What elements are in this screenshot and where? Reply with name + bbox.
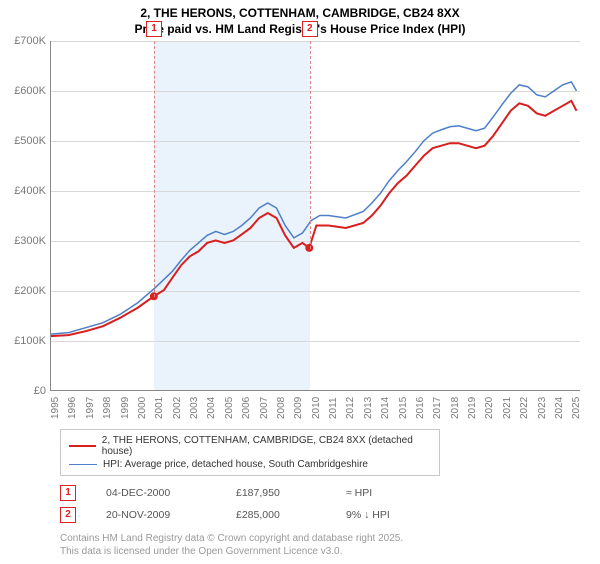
x-tick-label: 2021 [502, 397, 513, 419]
x-tick-label: 2004 [206, 397, 217, 419]
y-tick-label: £600K [14, 85, 46, 97]
y-tick-label: £200K [14, 285, 46, 297]
transaction-vs-hpi: 9% ↓ HPI [346, 509, 390, 521]
sale-marker-connector [154, 41, 155, 297]
x-tick-label: 1995 [50, 397, 61, 419]
line-layer [51, 41, 580, 390]
x-tick-label: 1998 [102, 397, 113, 419]
transaction-row: 2 20-NOV-2009 £285,000 9% ↓ HPI [60, 504, 580, 526]
sale-marker-label: 1 [146, 21, 162, 37]
x-tick-label: 1999 [120, 397, 131, 419]
x-tick-label: 2013 [363, 397, 374, 419]
transaction-price: £187,950 [236, 487, 316, 499]
chart-area: £0£100K£200K£300K£400K£500K£600K£700K 12… [10, 41, 590, 421]
title-line-1: 2, THE HERONS, COTTENHAM, CAMBRIDGE, CB2… [140, 6, 459, 20]
y-tick-label: £0 [34, 385, 46, 397]
legend-swatch [69, 464, 97, 465]
x-tick-label: 2000 [137, 397, 148, 419]
x-tick-label: 2006 [241, 397, 252, 419]
transaction-date: 04-DEC-2000 [106, 487, 206, 499]
x-tick-label: 2022 [519, 397, 530, 419]
footer-attribution: Contains HM Land Registry data © Crown c… [60, 532, 580, 558]
chart-title: 2, THE HERONS, COTTENHAM, CAMBRIDGE, CB2… [10, 6, 590, 37]
plot-region: 12 [50, 41, 580, 391]
sale-marker-connector [310, 41, 311, 249]
x-tick-label: 2003 [189, 397, 200, 419]
x-tick-label: 2005 [224, 397, 235, 419]
x-tick-label: 1997 [85, 397, 96, 419]
transaction-price: £285,000 [236, 509, 316, 521]
x-tick-label: 2012 [345, 397, 356, 419]
x-tick-label: 2011 [328, 398, 339, 420]
y-axis: £0£100K£200K£300K£400K£500K£600K£700K [10, 41, 50, 421]
footer-line-2: This data is licensed under the Open Gov… [60, 546, 342, 557]
x-tick-label: 1996 [67, 397, 78, 419]
y-tick-label: £300K [14, 235, 46, 247]
legend-item: HPI: Average price, detached house, Sout… [69, 458, 431, 471]
series-hpi [51, 82, 577, 334]
transaction-vs-hpi: ≈ HPI [346, 487, 372, 499]
chart-container: 2, THE HERONS, COTTENHAM, CAMBRIDGE, CB2… [0, 0, 600, 564]
x-tick-label: 2010 [311, 397, 322, 419]
legend-item: 2, THE HERONS, COTTENHAM, CAMBRIDGE, CB2… [69, 434, 431, 458]
sale-marker-label: 2 [302, 21, 318, 37]
transaction-date: 20-NOV-2009 [106, 509, 206, 521]
footer-line-1: Contains HM Land Registry data © Crown c… [60, 533, 403, 544]
x-tick-label: 2009 [293, 397, 304, 419]
x-tick-label: 2007 [259, 397, 270, 419]
title-line-2: Price paid vs. HM Land Registry's House … [135, 22, 466, 36]
x-tick-label: 2017 [432, 397, 443, 419]
x-tick-label: 2015 [398, 397, 409, 419]
transaction-row: 1 04-DEC-2000 £187,950 ≈ HPI [60, 482, 580, 504]
x-tick-label: 2024 [554, 397, 565, 419]
y-tick-label: £500K [14, 135, 46, 147]
x-tick-label: 2014 [380, 397, 391, 419]
y-tick-label: £100K [14, 335, 46, 347]
legend-label: HPI: Average price, detached house, Sout… [103, 459, 368, 470]
y-tick-label: £400K [14, 185, 46, 197]
x-tick-label: 2008 [276, 397, 287, 419]
x-axis: 1995 1996 1997 1998 1999 2000 2001 2002 2003 2004… [50, 393, 580, 421]
transaction-marker: 1 [60, 485, 76, 501]
legend-label: 2, THE HERONS, COTTENHAM, CAMBRIDGE, CB2… [102, 435, 431, 457]
legend: 2, THE HERONS, COTTENHAM, CAMBRIDGE, CB2… [60, 429, 440, 476]
transaction-table: 1 04-DEC-2000 £187,950 ≈ HPI 2 20-NOV-2009 £28… [60, 482, 580, 526]
x-tick-label: 2001 [154, 397, 165, 419]
y-tick-label: £700K [14, 35, 46, 47]
x-tick-label: 2025 [571, 397, 582, 419]
legend-swatch [69, 445, 96, 447]
x-tick-label: 2016 [415, 397, 426, 419]
transaction-marker: 2 [60, 507, 76, 523]
x-tick-label: 2002 [172, 397, 183, 419]
x-tick-label: 2023 [537, 397, 548, 419]
x-tick-label: 2020 [484, 397, 495, 419]
x-tick-label: 2019 [467, 397, 478, 419]
x-tick-label: 2018 [450, 397, 461, 419]
